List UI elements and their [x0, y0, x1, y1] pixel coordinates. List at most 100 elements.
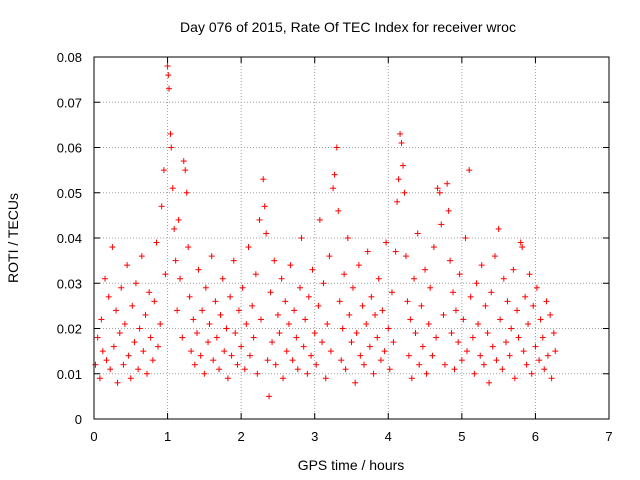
- data-point: [256, 216, 263, 223]
- data-point: [366, 343, 373, 350]
- data-point: [291, 307, 298, 314]
- data-point: [477, 352, 484, 359]
- x-tick-label: 4: [385, 429, 392, 444]
- data-point: [359, 302, 366, 309]
- data-point: [155, 343, 162, 350]
- data-point: [197, 352, 204, 359]
- data-point: [175, 216, 182, 223]
- data-point: [336, 298, 343, 305]
- data-point: [287, 262, 294, 269]
- data-point: [404, 298, 411, 305]
- y-tick-label: 0.03: [57, 276, 82, 291]
- data-point: [497, 316, 504, 323]
- data-point: [274, 311, 281, 318]
- data-point: [452, 307, 459, 314]
- data-point: [548, 375, 555, 382]
- data-point: [419, 343, 426, 350]
- data-point: [473, 280, 480, 287]
- data-point: [335, 207, 342, 214]
- data-point: [528, 370, 535, 377]
- data-point: [520, 348, 527, 355]
- data-point: [160, 167, 167, 174]
- data-point: [523, 361, 530, 368]
- data-point: [140, 348, 147, 355]
- data-point: [246, 352, 253, 359]
- data-point: [221, 348, 228, 355]
- x-tick-label: 2: [238, 429, 245, 444]
- data-point: [422, 266, 429, 273]
- data-point: [471, 370, 478, 377]
- data-point: [438, 221, 445, 228]
- data-point: [388, 289, 395, 296]
- data-point: [223, 325, 230, 332]
- data-point: [138, 253, 145, 260]
- data-point: [508, 325, 515, 332]
- data-point: [116, 330, 123, 337]
- data-point: [172, 257, 179, 264]
- data-point: [121, 320, 128, 327]
- data-point: [491, 253, 498, 260]
- data-point: [411, 275, 418, 282]
- data-point: [519, 244, 526, 251]
- data-point: [397, 130, 404, 137]
- data-point: [414, 230, 421, 237]
- data-point: [309, 266, 316, 273]
- data-point: [392, 248, 399, 255]
- data-point: [526, 271, 533, 278]
- data-point: [278, 275, 285, 282]
- data-point: [280, 375, 287, 382]
- data-point: [308, 352, 315, 359]
- data-point: [136, 325, 143, 332]
- data-point: [182, 167, 189, 174]
- grid-lines: [94, 57, 609, 419]
- data-point: [315, 302, 322, 309]
- data-point: [245, 244, 252, 251]
- data-point: [298, 235, 305, 241]
- data-point: [355, 262, 362, 269]
- data-point: [272, 361, 279, 368]
- data-point: [530, 302, 537, 309]
- data-point: [289, 357, 296, 364]
- data-point: [456, 271, 463, 278]
- x-axis-title: GPS time / hours: [298, 457, 405, 473]
- data-point: [185, 244, 192, 251]
- data-point: [166, 85, 173, 92]
- data-point: [243, 320, 250, 327]
- data-point: [227, 293, 234, 300]
- data-point: [188, 348, 195, 355]
- data-point: [149, 357, 156, 364]
- data-point: [276, 330, 283, 337]
- data-point: [489, 343, 496, 350]
- data-point: [103, 357, 110, 364]
- x-tick-label: 7: [605, 429, 612, 444]
- data-point: [293, 334, 300, 341]
- data-point: [153, 239, 160, 246]
- data-point: [447, 257, 454, 264]
- data-point: [146, 289, 153, 296]
- data-point: [294, 366, 301, 373]
- data-point: [377, 357, 384, 364]
- data-point: [339, 325, 346, 332]
- data-point: [427, 284, 434, 291]
- data-point: [478, 262, 485, 269]
- data-point: [390, 339, 397, 346]
- data-point: [416, 361, 423, 368]
- data-point: [167, 130, 174, 137]
- data-point: [224, 375, 231, 382]
- data-point: [180, 158, 187, 165]
- data-point: [514, 307, 521, 314]
- data-point: [195, 266, 202, 273]
- data-point: [297, 284, 303, 291]
- data-point: [486, 379, 493, 386]
- data-point: [395, 176, 402, 183]
- data-point: [98, 316, 105, 323]
- data-point: [143, 370, 150, 377]
- data-point: [506, 352, 513, 359]
- data-point: [267, 289, 274, 296]
- axis-ticks: [93, 56, 610, 420]
- data-point: [168, 144, 175, 151]
- data-point: [238, 343, 245, 350]
- data-point: [271, 257, 278, 264]
- data-point: [177, 275, 184, 282]
